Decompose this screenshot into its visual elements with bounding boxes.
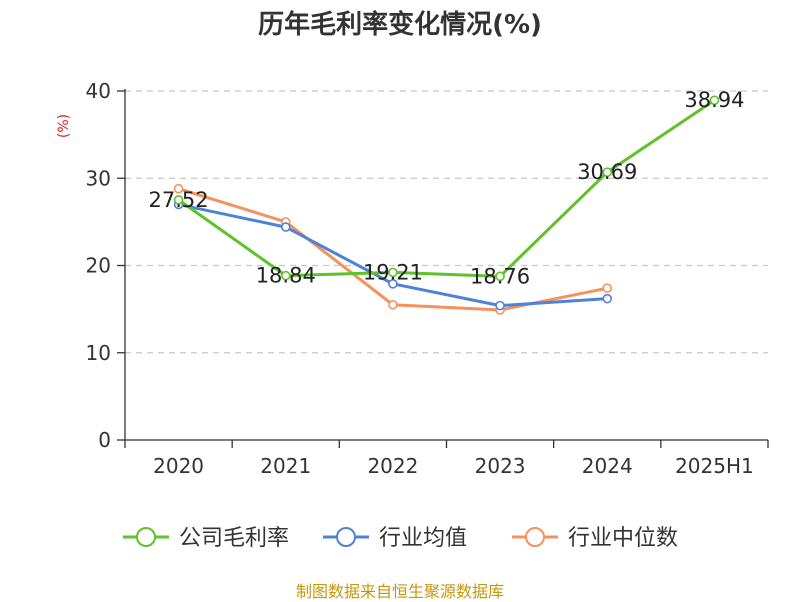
legend-item[interactable]: 公司毛利率 xyxy=(123,526,289,551)
x-tick-label: 2023 xyxy=(475,454,526,478)
data-point xyxy=(709,95,720,106)
data-point xyxy=(388,267,398,278)
data-labels: 27.52 18.84 19.21 18.76 30.69 38.94 xyxy=(149,88,745,288)
data-label: 18.84 xyxy=(256,264,316,288)
legend-marker xyxy=(336,527,356,547)
data-point xyxy=(388,299,398,310)
y-tick-label: 40 xyxy=(86,79,111,103)
y-tick-label: 0 xyxy=(98,428,111,452)
data-point xyxy=(495,271,505,282)
legend-item[interactable]: 行业均值 xyxy=(323,526,467,551)
legend-label: 公司毛利率 xyxy=(179,526,289,551)
data-point xyxy=(602,167,613,178)
x-tick-label: 2024 xyxy=(582,454,633,478)
legend-label: 行业均值 xyxy=(379,526,467,551)
data-point xyxy=(602,293,613,304)
legend-label: 行业中位数 xyxy=(568,526,678,551)
data-point xyxy=(280,270,291,281)
data-label: 19.21 xyxy=(363,260,423,284)
x-tick-label: 2021 xyxy=(260,454,311,478)
data-point xyxy=(173,195,184,205)
x-tick-label: 2020 xyxy=(153,454,204,478)
legend[interactable]: 公司毛利率 行业均值 行业中位数 xyxy=(123,526,678,551)
series-line xyxy=(178,187,608,312)
y-tick-label: 10 xyxy=(86,341,111,365)
data-source: 制图数据来自恒生聚源数据库 xyxy=(295,582,504,601)
y-tick-label: 20 xyxy=(86,254,111,278)
legend-item[interactable]: 行业中位数 xyxy=(512,526,678,551)
axes: 0 10 20 30 40 2020 2021 2022 2023 2024 2025H1 xyxy=(86,79,769,478)
data-label: 27.52 xyxy=(149,188,209,212)
legend-marker xyxy=(525,527,545,547)
x-tick-label: 2025H1 xyxy=(675,454,754,478)
data-label: 30.69 xyxy=(577,160,637,184)
y-axis-label: (%) xyxy=(56,114,72,138)
series-line xyxy=(178,202,608,308)
data-point xyxy=(173,183,184,194)
data-point xyxy=(495,300,505,311)
x-tick-label: 2022 xyxy=(367,454,418,478)
data-label: 18.76 xyxy=(470,264,530,288)
legend-marker xyxy=(136,527,156,547)
grid-lines xyxy=(125,90,768,354)
series-group xyxy=(173,95,720,315)
series-line xyxy=(177,99,716,278)
data-point xyxy=(388,279,398,289)
data-point xyxy=(602,283,613,293)
chart-title: 历年毛利率变化情况(%) xyxy=(258,10,542,40)
data-point xyxy=(280,222,291,232)
y-tick-label: 30 xyxy=(86,166,111,190)
data-label: 38.94 xyxy=(684,88,744,112)
